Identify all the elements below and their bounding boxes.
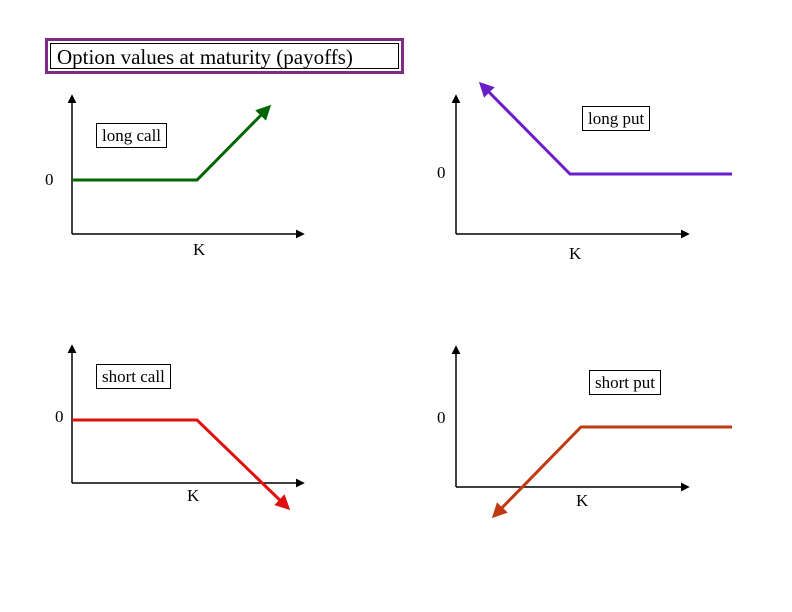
short-put-payoff-line <box>491 425 732 519</box>
long-call-payoff-line <box>72 104 272 182</box>
short-put-strike-label: K <box>576 491 589 510</box>
long-call-label: long call <box>96 123 168 148</box>
short-call-payoff-line <box>72 418 291 511</box>
long-put-payoff-line <box>478 81 732 176</box>
short-put-zero-label: 0 <box>437 408 446 427</box>
short-call-strike-label: K <box>187 486 200 505</box>
long-call-axes <box>67 94 305 239</box>
long-put-label: long put <box>582 106 651 131</box>
short-call-zero-label: 0 <box>55 407 64 426</box>
long-put-axes <box>451 94 690 239</box>
short-put-label: short put <box>589 370 661 395</box>
short-call-label: short call <box>96 364 171 389</box>
long-put-strike-label: K <box>569 244 582 263</box>
short-call-axes <box>67 344 305 488</box>
long-put-zero-label: 0 <box>437 163 446 182</box>
long-call-zero-label: 0 <box>45 170 54 189</box>
short-put-axes <box>451 345 690 492</box>
long-call-strike-label: K <box>193 240 206 259</box>
slide-title-box: Option values at maturity (payoffs) <box>45 38 404 74</box>
slide-title: Option values at maturity (payoffs) <box>50 43 399 69</box>
